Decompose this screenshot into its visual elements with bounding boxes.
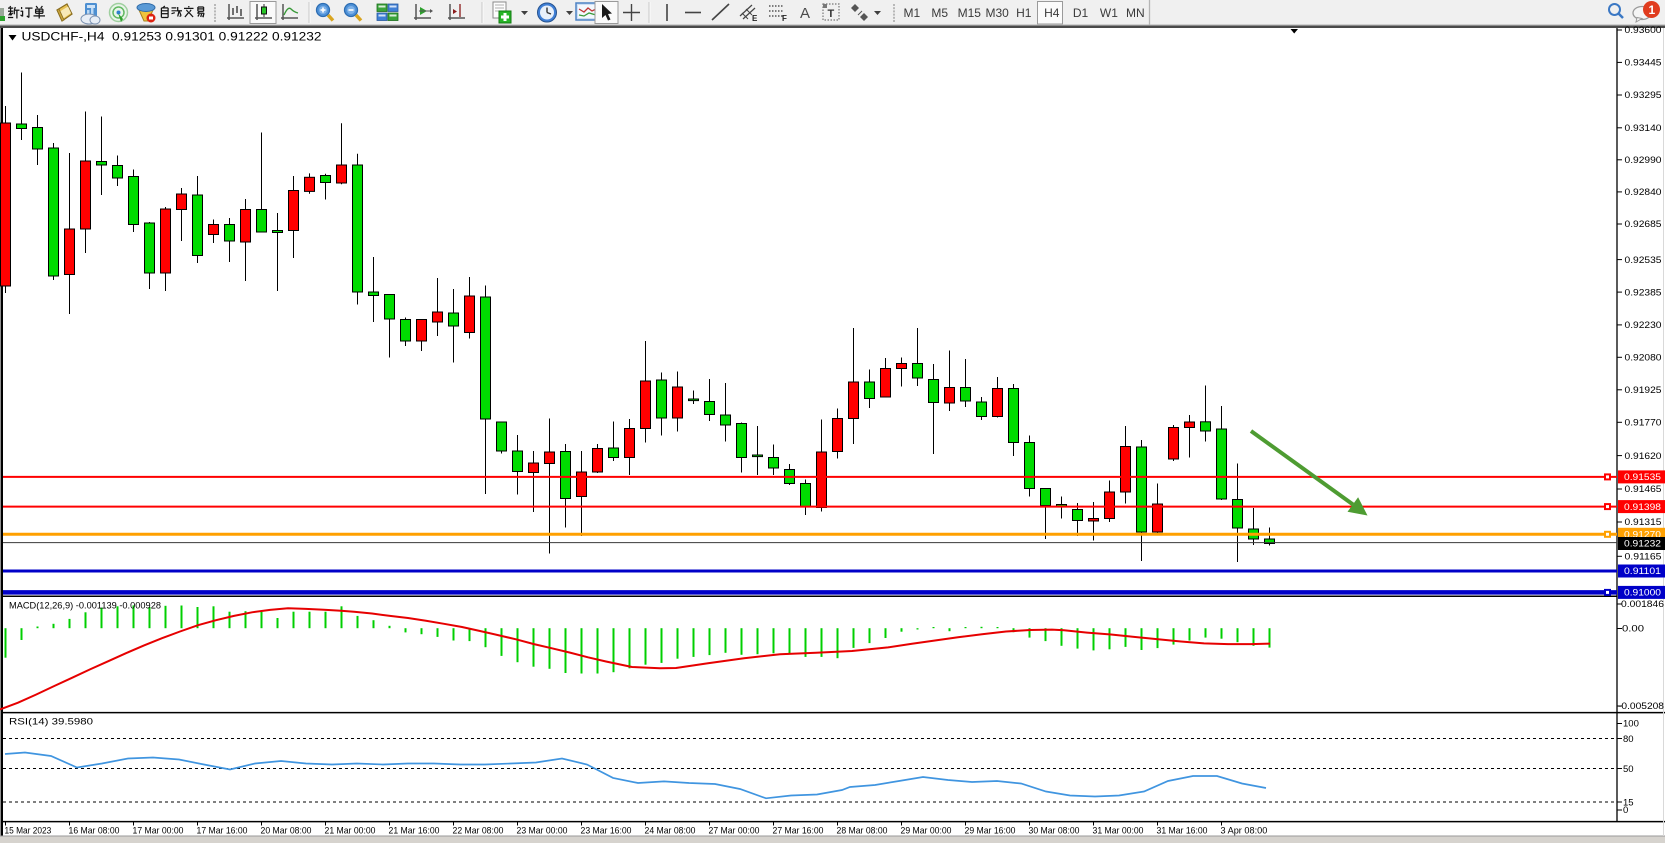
svg-text:0.93600: 0.93600 — [1625, 25, 1662, 36]
svg-text:0.91315: 0.91315 — [1625, 517, 1662, 528]
svg-text:0.93295: 0.93295 — [1625, 90, 1662, 101]
svg-text:27 Mar 16:00: 27 Mar 16:00 — [773, 826, 824, 837]
svg-text:T: T — [828, 8, 835, 20]
svg-text:0.91165: 0.91165 — [1625, 552, 1662, 563]
svg-text:M1: M1 — [904, 6, 921, 20]
svg-text:0.92080: 0.92080 — [1625, 353, 1662, 364]
svg-text:0.93140: 0.93140 — [1625, 123, 1662, 134]
svg-text:0.91232: 0.91232 — [1624, 539, 1661, 550]
svg-text:22 Mar 08:00: 22 Mar 08:00 — [453, 826, 504, 837]
svg-text:50: 50 — [1623, 764, 1634, 775]
svg-text:16 Mar 08:00: 16 Mar 08:00 — [69, 826, 120, 837]
svg-text:15 Mar 2023: 15 Mar 2023 — [5, 826, 52, 837]
svg-text:0.92535: 0.92535 — [1625, 255, 1662, 266]
svg-text:17 Mar 16:00: 17 Mar 16:00 — [197, 826, 248, 837]
svg-text:RSI(14) 39.5980: RSI(14) 39.5980 — [9, 717, 93, 728]
svg-text:24 Mar 08:00: 24 Mar 08:00 — [645, 826, 696, 837]
svg-text:28 Mar 08:00: 28 Mar 08:00 — [837, 826, 888, 837]
svg-text:0.91398: 0.91398 — [1624, 502, 1661, 513]
svg-text:0.92840: 0.92840 — [1625, 187, 1662, 198]
svg-text:20 Mar 08:00: 20 Mar 08:00 — [261, 826, 312, 837]
svg-text:M15: M15 — [958, 6, 982, 20]
svg-text:0.91270: 0.91270 — [1624, 530, 1661, 541]
svg-text:W1: W1 — [1100, 6, 1118, 20]
svg-text:0.91925: 0.91925 — [1625, 385, 1662, 396]
svg-text:3 Apr 08:00: 3 Apr 08:00 — [1221, 826, 1268, 837]
svg-text:M30: M30 — [986, 6, 1010, 20]
svg-text:17 Mar 00:00: 17 Mar 00:00 — [133, 826, 184, 837]
svg-text:31 Mar 00:00: 31 Mar 00:00 — [1093, 826, 1144, 837]
svg-text:0.92385: 0.92385 — [1625, 287, 1662, 298]
svg-text:0.93445: 0.93445 — [1625, 58, 1662, 69]
svg-text:0.92990: 0.92990 — [1625, 155, 1662, 166]
svg-text:0.91770: 0.91770 — [1625, 418, 1662, 429]
svg-text:H1: H1 — [1016, 6, 1032, 20]
svg-text:M5: M5 — [931, 6, 948, 20]
svg-text:0.001846: 0.001846 — [1621, 599, 1664, 610]
svg-text:0.92685: 0.92685 — [1625, 219, 1662, 230]
svg-text:0.91465: 0.91465 — [1625, 484, 1662, 495]
svg-text:A: A — [800, 5, 810, 22]
svg-text:27 Mar 00:00: 27 Mar 00:00 — [709, 826, 760, 837]
svg-text:21 Mar 16:00: 21 Mar 16:00 — [389, 826, 440, 837]
svg-text:1: 1 — [1649, 3, 1656, 17]
svg-text:0.91535: 0.91535 — [1624, 472, 1661, 483]
svg-text:23 Mar 00:00: 23 Mar 00:00 — [517, 826, 568, 837]
svg-text:MN: MN — [1126, 6, 1145, 20]
svg-text:0.92230: 0.92230 — [1625, 320, 1662, 331]
svg-text:80: 80 — [1623, 734, 1634, 745]
svg-text:23 Mar 16:00: 23 Mar 16:00 — [581, 826, 632, 837]
svg-text:F: F — [782, 14, 787, 23]
svg-text:29 Mar 16:00: 29 Mar 16:00 — [965, 826, 1016, 837]
svg-text:31 Mar 16:00: 31 Mar 16:00 — [1157, 826, 1208, 837]
svg-text:15: 15 — [1623, 798, 1634, 809]
svg-text:30 Mar 08:00: 30 Mar 08:00 — [1029, 826, 1080, 837]
svg-text:D1: D1 — [1073, 6, 1089, 20]
svg-text:-0.005208: -0.005208 — [1618, 701, 1664, 712]
svg-text:100: 100 — [1623, 719, 1639, 730]
svg-text:29 Mar 00:00: 29 Mar 00:00 — [901, 826, 952, 837]
svg-text:USDCHF-,H4 0.91253 0.91301 0.: USDCHF-,H4 0.91253 0.91301 0.91222 0.912… — [22, 30, 322, 44]
svg-text:H4: H4 — [1044, 6, 1060, 20]
svg-text:MACD(12,26,9) -0.001139 -0.000: MACD(12,26,9) -0.001139 -0.000928 — [9, 601, 161, 612]
svg-text:0.00: 0.00 — [1622, 624, 1644, 635]
svg-text:0.91620: 0.91620 — [1625, 451, 1662, 462]
svg-text:0.91101: 0.91101 — [1624, 566, 1661, 577]
svg-text:E: E — [752, 14, 758, 23]
svg-text:0: 0 — [1623, 805, 1628, 816]
svg-text:0.91000: 0.91000 — [1624, 588, 1661, 599]
svg-text:21 Mar 00:00: 21 Mar 00:00 — [325, 826, 376, 837]
